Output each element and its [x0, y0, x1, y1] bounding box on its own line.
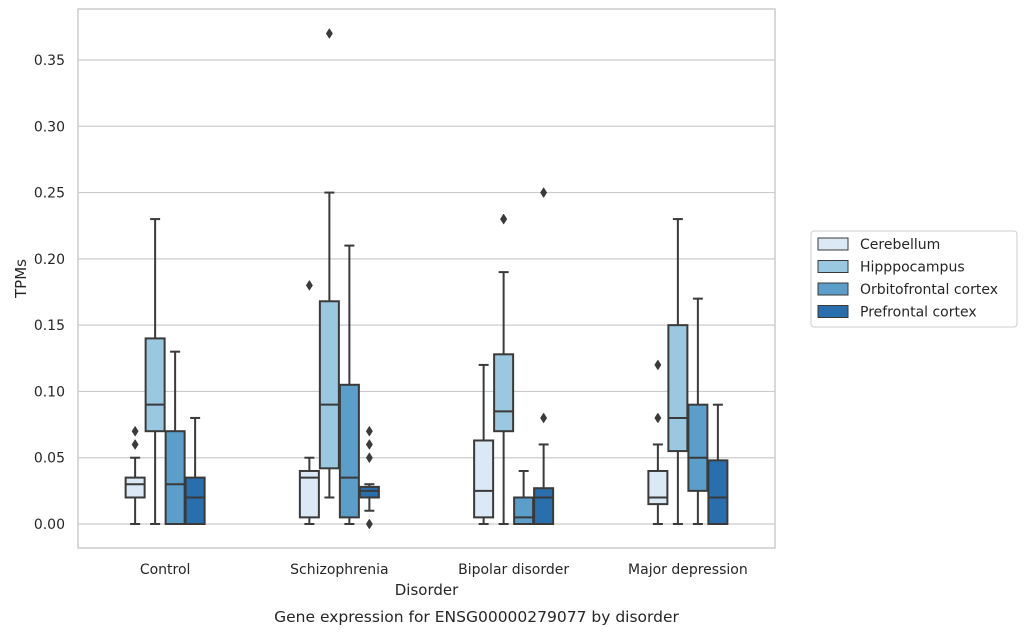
box-iqr	[667, 324, 689, 453]
legend-item: Prefrontal cortex	[817, 305, 977, 321]
outlier-point	[654, 359, 662, 371]
y-tick-labels: 0.00 0.05 0.10 0.15 0.20 0.25 0.30 0.35	[34, 53, 65, 533]
box-iqr	[124, 476, 146, 499]
x-tick-label: Control	[140, 562, 191, 578]
outlier-point	[365, 438, 373, 450]
outlier-point	[305, 279, 313, 291]
box-iqr	[164, 430, 186, 526]
chart-caption: Gene expression for ENSG00000279077 by d…	[274, 608, 679, 626]
y-axis-title: TPMs	[12, 259, 30, 299]
legend-swatch	[817, 282, 849, 296]
y-tick-label: 0.35	[34, 53, 65, 69]
legend-swatch	[817, 305, 849, 318]
outlier-point	[365, 452, 373, 464]
y-tick-label: 0.25	[34, 186, 65, 202]
x-tick-label: Schizophrenia	[290, 562, 388, 578]
outlier-point	[131, 438, 139, 450]
box-3-3	[707, 403, 729, 526]
plot-frame	[77, 8, 776, 549]
y-tick-label: 0.15	[34, 318, 65, 334]
box-iqr	[647, 469, 669, 506]
y-tick-label: 0.10	[34, 384, 65, 400]
outlier-point	[500, 213, 508, 225]
box-0-0	[124, 425, 146, 525]
box-iqr	[318, 300, 340, 470]
box-0-3	[647, 359, 669, 525]
box-iqr	[493, 353, 515, 433]
y-tick-label: 0.30	[34, 119, 65, 135]
box-2-3	[687, 297, 709, 525]
plot-border	[77, 8, 776, 549]
box-2-2	[513, 469, 535, 526]
box-iqr	[338, 383, 360, 519]
x-tick-label: Major depression	[628, 562, 748, 578]
box-1-2	[493, 213, 515, 525]
outlier-point	[131, 425, 139, 437]
box-0-2	[473, 363, 495, 525]
legend-item: Hipppocampus	[817, 260, 965, 276]
x-tick-labels: Control Schizophrenia Bipolar disorder Majo…	[140, 562, 748, 578]
legend-label: Prefrontal cortex	[860, 305, 977, 321]
box-iqr	[687, 403, 709, 492]
outlier-point	[365, 425, 373, 437]
box-iqr	[707, 459, 729, 526]
legend-label: Hipppocampus	[860, 260, 965, 276]
legend-item: Orbitofrontal cortex	[817, 282, 998, 298]
box-1-1	[318, 28, 340, 499]
box-layer	[124, 28, 729, 530]
legend-item: Cerebellum	[817, 237, 940, 253]
legend-swatch	[817, 260, 849, 273]
legend-label: Orbitofrontal cortex	[860, 282, 998, 298]
box-3-1	[358, 425, 380, 530]
outlier-point	[325, 28, 333, 39]
legend-box	[810, 230, 1018, 328]
legend-label: Cerebellum	[860, 237, 940, 253]
box-iqr	[184, 476, 206, 526]
legend-swatch	[817, 237, 849, 251]
box-3-2	[533, 187, 555, 526]
box-iqr	[513, 496, 535, 526]
y-tick-label: 0.05	[34, 451, 65, 467]
outlier-point	[365, 518, 373, 530]
x-tick-label: Bipolar disorder	[458, 562, 569, 578]
legend: Cerebellum Hipppocampus Orbitofrontal cort…	[810, 230, 1018, 328]
y-tick-label: 0.20	[34, 252, 65, 268]
box-3-0	[184, 416, 206, 526]
box-1-3	[667, 218, 689, 525]
outlier-point	[654, 412, 662, 424]
outlier-point	[540, 412, 548, 424]
box-2-1	[338, 244, 360, 525]
box-iqr	[298, 469, 320, 519]
box-1-0	[144, 218, 166, 525]
x-axis-title: Disorder	[395, 581, 459, 599]
y-tick-label: 0.00	[34, 517, 65, 533]
box-0-1	[298, 279, 320, 525]
box-iqr	[473, 439, 495, 519]
box-iqr	[358, 485, 380, 499]
box-iqr	[144, 337, 166, 433]
box-2-0	[164, 350, 186, 526]
box-iqr	[533, 487, 555, 526]
outlier-point	[540, 187, 548, 199]
